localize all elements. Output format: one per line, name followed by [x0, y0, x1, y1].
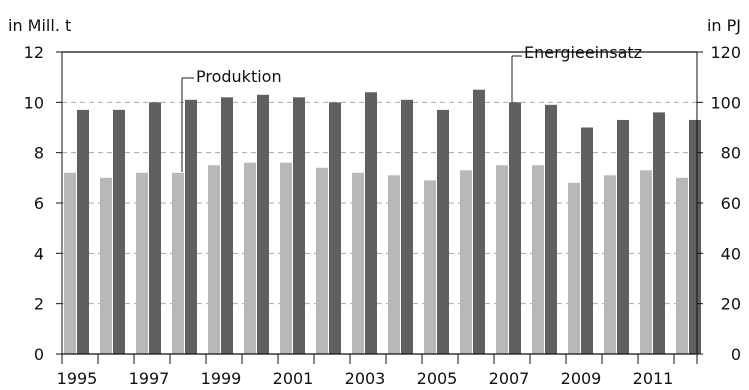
right-ticks: 0 20 40 60 80 100 120 — [696, 43, 741, 364]
x-tick-label: 2009 — [561, 369, 602, 388]
bar-energieeinsatz — [365, 92, 377, 355]
right-y-tick-label: 80 — [721, 144, 741, 163]
bar-energieeinsatz — [689, 119, 701, 354]
bar-produktion — [100, 177, 112, 354]
x-tick-label: 2005 — [417, 369, 458, 388]
bar-produktion — [532, 165, 544, 354]
bar-produktion — [568, 182, 580, 354]
bar-energieeinsatz — [545, 104, 557, 354]
bar-energieeinsatz — [185, 99, 197, 354]
left-y-tick-label: 0 — [34, 345, 44, 364]
bar-energieeinsatz — [617, 119, 629, 354]
right-axis-label: in PJ — [707, 16, 741, 35]
right-y-tick-label: 100 — [710, 93, 741, 112]
left-y-tick-label: 8 — [34, 144, 44, 163]
x-tick-label: 2001 — [273, 369, 314, 388]
right-y-tick-label: 40 — [721, 244, 741, 263]
x-tick-label: 1997 — [129, 369, 170, 388]
left-y-tick-label: 6 — [34, 194, 44, 213]
right-y-tick-label: 60 — [721, 194, 741, 213]
bar-produktion — [460, 170, 472, 354]
bar-energieeinsatz — [437, 109, 449, 354]
bar-energieeinsatz — [509, 102, 521, 354]
bar-produktion — [388, 175, 400, 354]
series-label-energieeinsatz: Energieeinsatz — [524, 43, 642, 62]
x-ticks: 1995 1997 1999 2001 2003 2005 2007 2009 2011 — [57, 354, 698, 388]
bar-energieeinsatz — [329, 102, 341, 354]
bar-energieeinsatz — [77, 109, 89, 354]
bar-produktion — [676, 177, 688, 354]
x-tick-label: 1999 — [201, 369, 242, 388]
bar-produktion — [136, 172, 148, 354]
bar-energieeinsatz — [473, 89, 485, 354]
left-y-tick-label: 10 — [24, 93, 44, 112]
right-y-tick-label: 0 — [731, 345, 741, 364]
x-tick-label: 2007 — [489, 369, 530, 388]
series-callouts: Produktion Energieeinsatz — [181, 43, 642, 172]
left-y-tick-label: 4 — [34, 244, 44, 263]
left-y-tick-label: 2 — [34, 295, 44, 314]
left-axis-label: in Mill. t — [8, 16, 71, 35]
bar-produktion — [352, 172, 364, 354]
bars — [62, 89, 701, 355]
bar-produktion — [64, 172, 76, 354]
bar-energieeinsatz — [221, 97, 233, 355]
bar-produktion — [280, 162, 292, 354]
bar-produktion — [208, 165, 220, 354]
bar-produktion — [244, 162, 256, 354]
bar-energieeinsatz — [653, 112, 665, 355]
bar-energieeinsatz — [149, 102, 161, 354]
series-label-produktion: Produktion — [196, 67, 282, 86]
bar-energieeinsatz — [401, 99, 413, 354]
x-tick-label: 1995 — [57, 369, 98, 388]
bar-produktion — [172, 172, 184, 354]
bar-energieeinsatz — [293, 97, 305, 355]
left-ticks: 0 2 4 6 8 10 12 — [24, 43, 63, 364]
left-y-tick-label: 12 — [24, 43, 44, 62]
right-y-tick-label: 120 — [710, 43, 741, 62]
x-tick-label: 2011 — [633, 369, 674, 388]
bar-produktion — [604, 175, 616, 354]
bar-produktion — [640, 170, 652, 354]
x-tick-label: 2003 — [345, 369, 386, 388]
right-y-tick-label: 20 — [721, 295, 741, 314]
bar-energieeinsatz — [581, 127, 593, 354]
bar-energieeinsatz — [113, 109, 125, 354]
bar-produktion — [316, 167, 328, 354]
bar-produktion — [496, 165, 508, 354]
bar-energieeinsatz — [257, 94, 269, 355]
bar-produktion — [424, 180, 436, 354]
